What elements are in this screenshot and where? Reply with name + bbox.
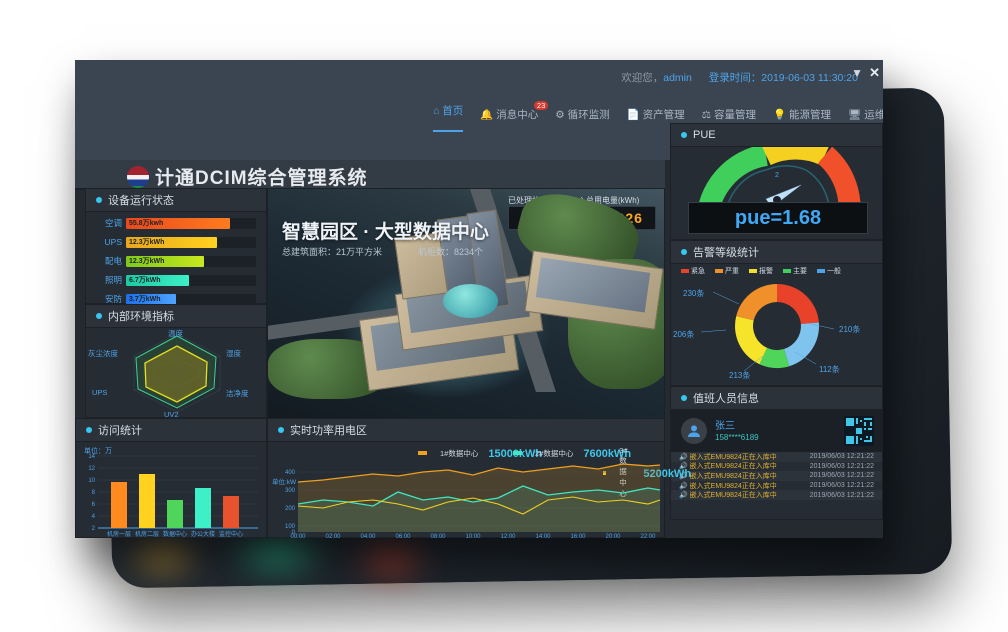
svg-text:14:00: 14:00	[535, 534, 551, 538]
svg-text:300: 300	[285, 488, 296, 494]
svg-text:数据中心: 数据中心	[163, 530, 187, 538]
svg-text:200: 200	[285, 506, 296, 512]
svg-text:办公大楼: 办公大楼	[191, 530, 215, 538]
svg-text:2: 2	[775, 172, 779, 179]
svg-text:10: 10	[88, 478, 95, 484]
svg-text:06:00: 06:00	[395, 534, 411, 538]
svg-text:12:00: 12:00	[500, 534, 516, 538]
svg-text:16:00: 16:00	[570, 534, 586, 538]
svg-text:210条: 210条	[839, 324, 860, 334]
svg-text:8: 8	[92, 490, 96, 496]
svg-text:单位:kW: 单位:kW	[272, 477, 297, 486]
svg-text:04:00: 04:00	[360, 534, 376, 538]
svg-text:机房二层: 机房二层	[135, 530, 159, 538]
svg-text:20:00: 20:00	[605, 534, 621, 538]
svg-text:监控中心: 监控中心	[219, 530, 243, 538]
svg-text:22:00: 22:00	[640, 534, 656, 538]
svg-text:6: 6	[92, 502, 96, 508]
svg-text:112条: 112条	[819, 364, 840, 374]
svg-text:213条: 213条	[729, 370, 750, 380]
svg-text:机房一层: 机房一层	[107, 530, 131, 538]
svg-text:4: 4	[92, 514, 96, 520]
svg-text:206条: 206条	[673, 329, 694, 339]
svg-text:2: 2	[92, 526, 96, 532]
svg-text:230条: 230条	[683, 288, 704, 298]
svg-text:08:00: 08:00	[430, 534, 446, 538]
svg-text:12: 12	[88, 466, 95, 472]
svg-text:02:00: 02:00	[325, 534, 341, 538]
svg-text:400: 400	[285, 470, 296, 476]
svg-text:00:00: 00:00	[290, 534, 306, 538]
svg-text:10:00: 10:00	[465, 534, 481, 538]
